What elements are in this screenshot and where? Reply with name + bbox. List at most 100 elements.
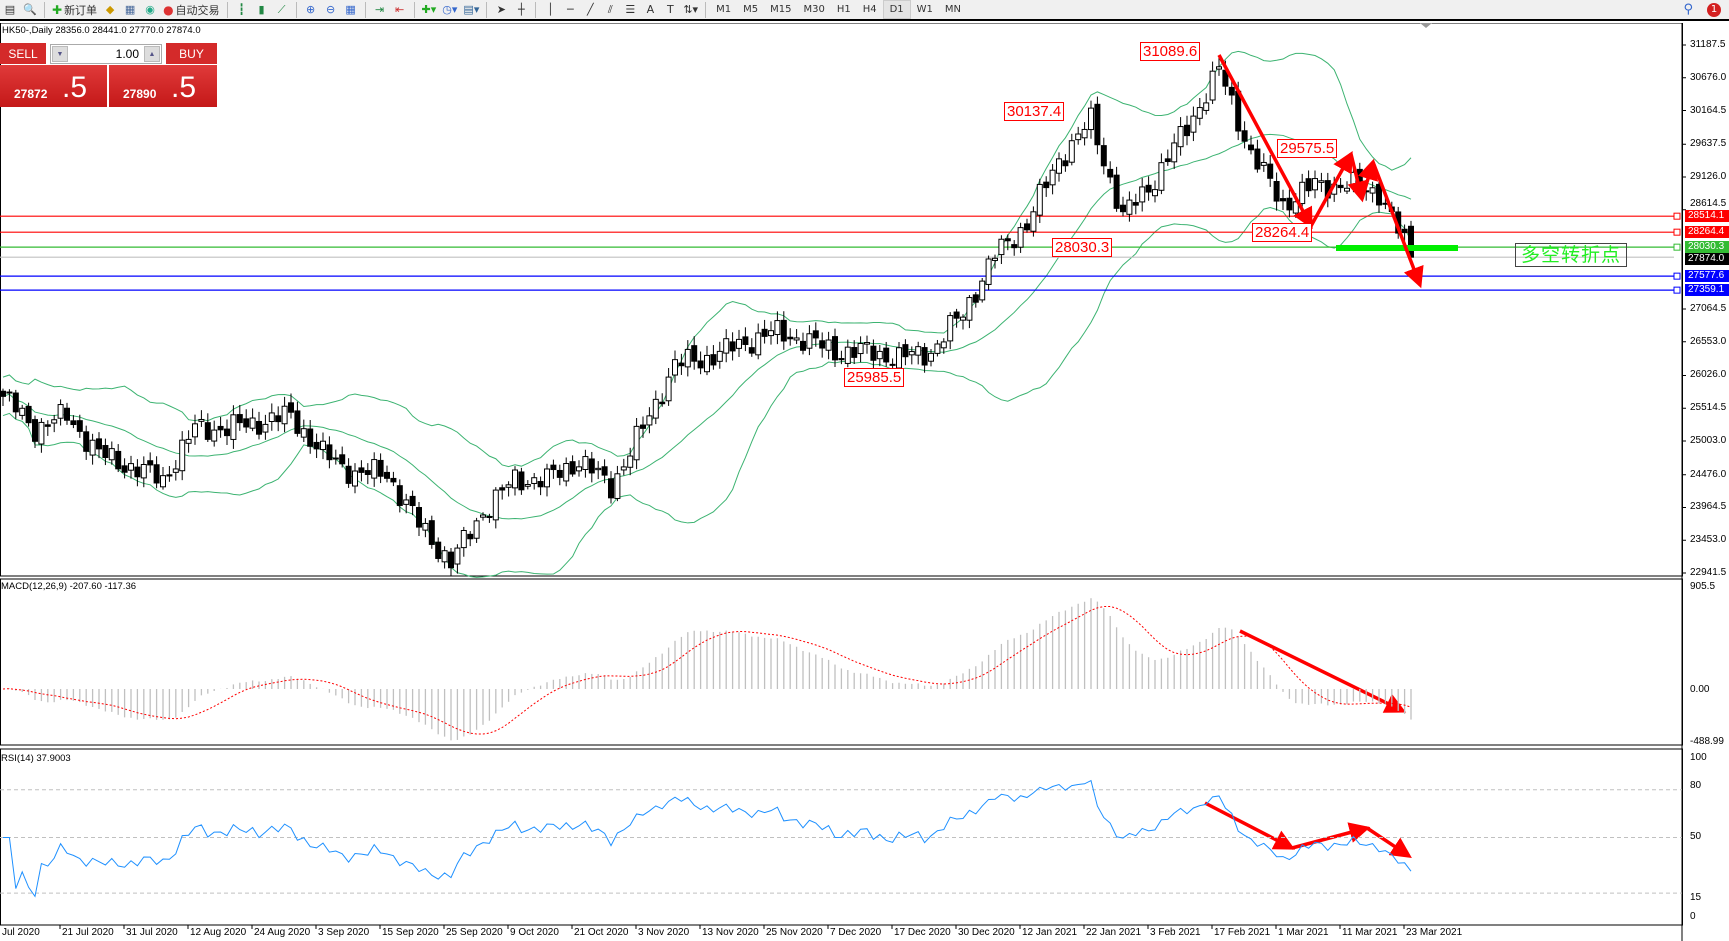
candle — [198, 418, 205, 422]
chart-canvas[interactable] — [0, 23, 1729, 941]
signal-icon: ◉ — [145, 3, 155, 16]
zoom-out-button[interactable]: ⊖ — [321, 0, 341, 19]
zoom-in-icon: ⊕ — [305, 3, 316, 16]
bar-chart-button[interactable]: ┇ — [232, 0, 252, 19]
candle-chart-button[interactable]: ▮ — [252, 0, 272, 19]
zoom-in-button[interactable]: ⊕ — [301, 0, 321, 19]
candle — [787, 336, 794, 340]
trendline-icon: ╱ — [587, 3, 594, 16]
candle — [633, 425, 640, 461]
fibonacci-button[interactable]: ☰ — [620, 0, 640, 19]
tile-windows-button[interactable]: ▦ — [341, 0, 361, 19]
toolbar-button-4[interactable]: ▦ — [120, 0, 140, 19]
price-tick-label: 26553.0 — [1690, 335, 1727, 347]
price-annotation[interactable]: 31089.6 — [1140, 42, 1201, 61]
candle — [1030, 211, 1037, 232]
toolbar: ▤ 🔍 ✚ 新订单 ◆ ▦ ◉ ● 自动交易 ┇ ▮ ⟋ ⊕ ⊖ ▦ ⇥ ⇤ ✚▾ … — [0, 0, 1729, 21]
buy-price-main: 27890 — [123, 87, 157, 101]
candle — [281, 405, 288, 425]
horizontal-line-button[interactable]: ─ — [560, 0, 580, 19]
date-label: 11 Mar 2021 — [1342, 927, 1398, 938]
buy-button[interactable]: BUY — [166, 43, 217, 64]
trend-arrow — [1217, 54, 1313, 230]
lot-increase-button[interactable]: ▲ — [144, 46, 160, 62]
toolbar-button-1[interactable]: ▤ — [0, 0, 20, 19]
date-label: 17 Feb 2021 — [1214, 927, 1271, 938]
price-annotation[interactable]: 28264.4 — [1252, 223, 1313, 242]
trendline-button[interactable]: ╱ — [580, 0, 600, 19]
one-click-trading-panel: SELL ▼ 1.00 ▲ BUY 27872 .5 27890 .5 — [0, 43, 217, 107]
candle — [505, 484, 512, 488]
candle — [96, 438, 102, 450]
candle — [1177, 126, 1184, 148]
rsi-tick-label: 0 — [1690, 911, 1696, 922]
price-annotation[interactable]: 25985.5 — [844, 368, 905, 387]
channel-button[interactable]: ⫽ — [600, 0, 620, 19]
candle — [128, 463, 134, 471]
candle — [390, 477, 397, 483]
autoscroll-button[interactable]: ⇥ — [370, 0, 390, 19]
timeframe-w1[interactable]: W1 — [916, 4, 933, 15]
candle — [627, 455, 634, 468]
lot-decrease-button[interactable]: ▼ — [52, 46, 68, 62]
timeframe-mn[interactable]: MN — [944, 4, 962, 15]
sell-price-button[interactable]: 27872 .5 — [0, 65, 107, 107]
timeframe-m15[interactable]: M15 — [770, 4, 792, 15]
turning-point-note[interactable]: 多空转折点 — [1515, 243, 1627, 267]
rsi-tick-label: 15 — [1690, 892, 1702, 903]
timeframe-d1[interactable]: D1 — [882, 0, 911, 19]
toolbar-button-5[interactable]: ◉ — [140, 0, 160, 19]
rsi-line — [3, 779, 1412, 898]
search-icon[interactable]: ⚲ — [1683, 2, 1693, 17]
line-handle — [1673, 212, 1681, 220]
timeframe-m5[interactable]: M5 — [743, 4, 759, 15]
periods-button[interactable]: ◷▾ — [439, 0, 460, 19]
vertical-line-button[interactable]: │ — [540, 0, 560, 19]
vertical-line-icon: │ — [547, 3, 554, 16]
date-label: 12 Aug 2020 — [190, 927, 247, 938]
sell-price-big: .5 — [62, 71, 88, 104]
candle — [140, 464, 147, 479]
price-annotation[interactable]: 30137.4 — [1004, 102, 1065, 121]
buy-price-button[interactable]: 27890 .5 — [109, 65, 217, 107]
chart-shift-button[interactable]: ⇤ — [390, 0, 410, 19]
auto-trading-button[interactable]: ● 自动交易 — [160, 0, 222, 19]
sell-button[interactable]: SELL — [0, 43, 46, 64]
crosshair-button[interactable]: ┼ — [511, 0, 531, 19]
toolbar-button-3[interactable]: ◆ — [100, 0, 120, 19]
timeframe-h4[interactable]: H4 — [862, 4, 877, 15]
candle — [1260, 161, 1267, 166]
candle — [448, 551, 454, 569]
macd-tick-label: 905.5 — [1690, 581, 1716, 592]
candle — [1228, 86, 1235, 96]
candle — [531, 477, 538, 484]
date-label: 30 Dec 2020 — [958, 927, 1015, 938]
toolbar-button-2[interactable]: 🔍 — [20, 0, 40, 19]
candle — [108, 448, 115, 461]
cursor-button[interactable]: ➤ — [491, 0, 511, 19]
candle — [6, 391, 13, 394]
arrows-button[interactable]: ⇅▾ — [680, 0, 701, 19]
templates-button[interactable]: ▤▾ — [460, 0, 482, 19]
timeframe-m1[interactable]: M1 — [716, 4, 732, 15]
candle — [192, 423, 198, 438]
candle — [1286, 197, 1293, 211]
new-order-button[interactable]: ✚ 新订单 — [49, 0, 100, 19]
text-label-button[interactable]: T — [660, 0, 680, 19]
price-annotation[interactable]: 29575.5 — [1277, 139, 1338, 158]
lot-size-input[interactable]: ▼ 1.00 ▲ — [50, 44, 162, 64]
notification-badge[interactable]: 1 — [1707, 2, 1721, 17]
candle — [160, 475, 166, 488]
candle — [300, 428, 307, 438]
line-chart-button[interactable]: ⟋ — [272, 0, 292, 19]
indicators-button[interactable]: ✚▾ — [419, 0, 440, 19]
timeframe-m30[interactable]: M30 — [803, 4, 825, 15]
text-button[interactable]: A — [640, 0, 660, 19]
price-annotation[interactable]: 28030.3 — [1052, 238, 1113, 257]
candle — [928, 352, 934, 362]
candle — [76, 420, 83, 432]
separator — [226, 1, 228, 18]
timeframe-h1[interactable]: H1 — [836, 4, 851, 15]
date-label: 21 Oct 2020 — [574, 927, 629, 938]
candle — [249, 417, 256, 429]
